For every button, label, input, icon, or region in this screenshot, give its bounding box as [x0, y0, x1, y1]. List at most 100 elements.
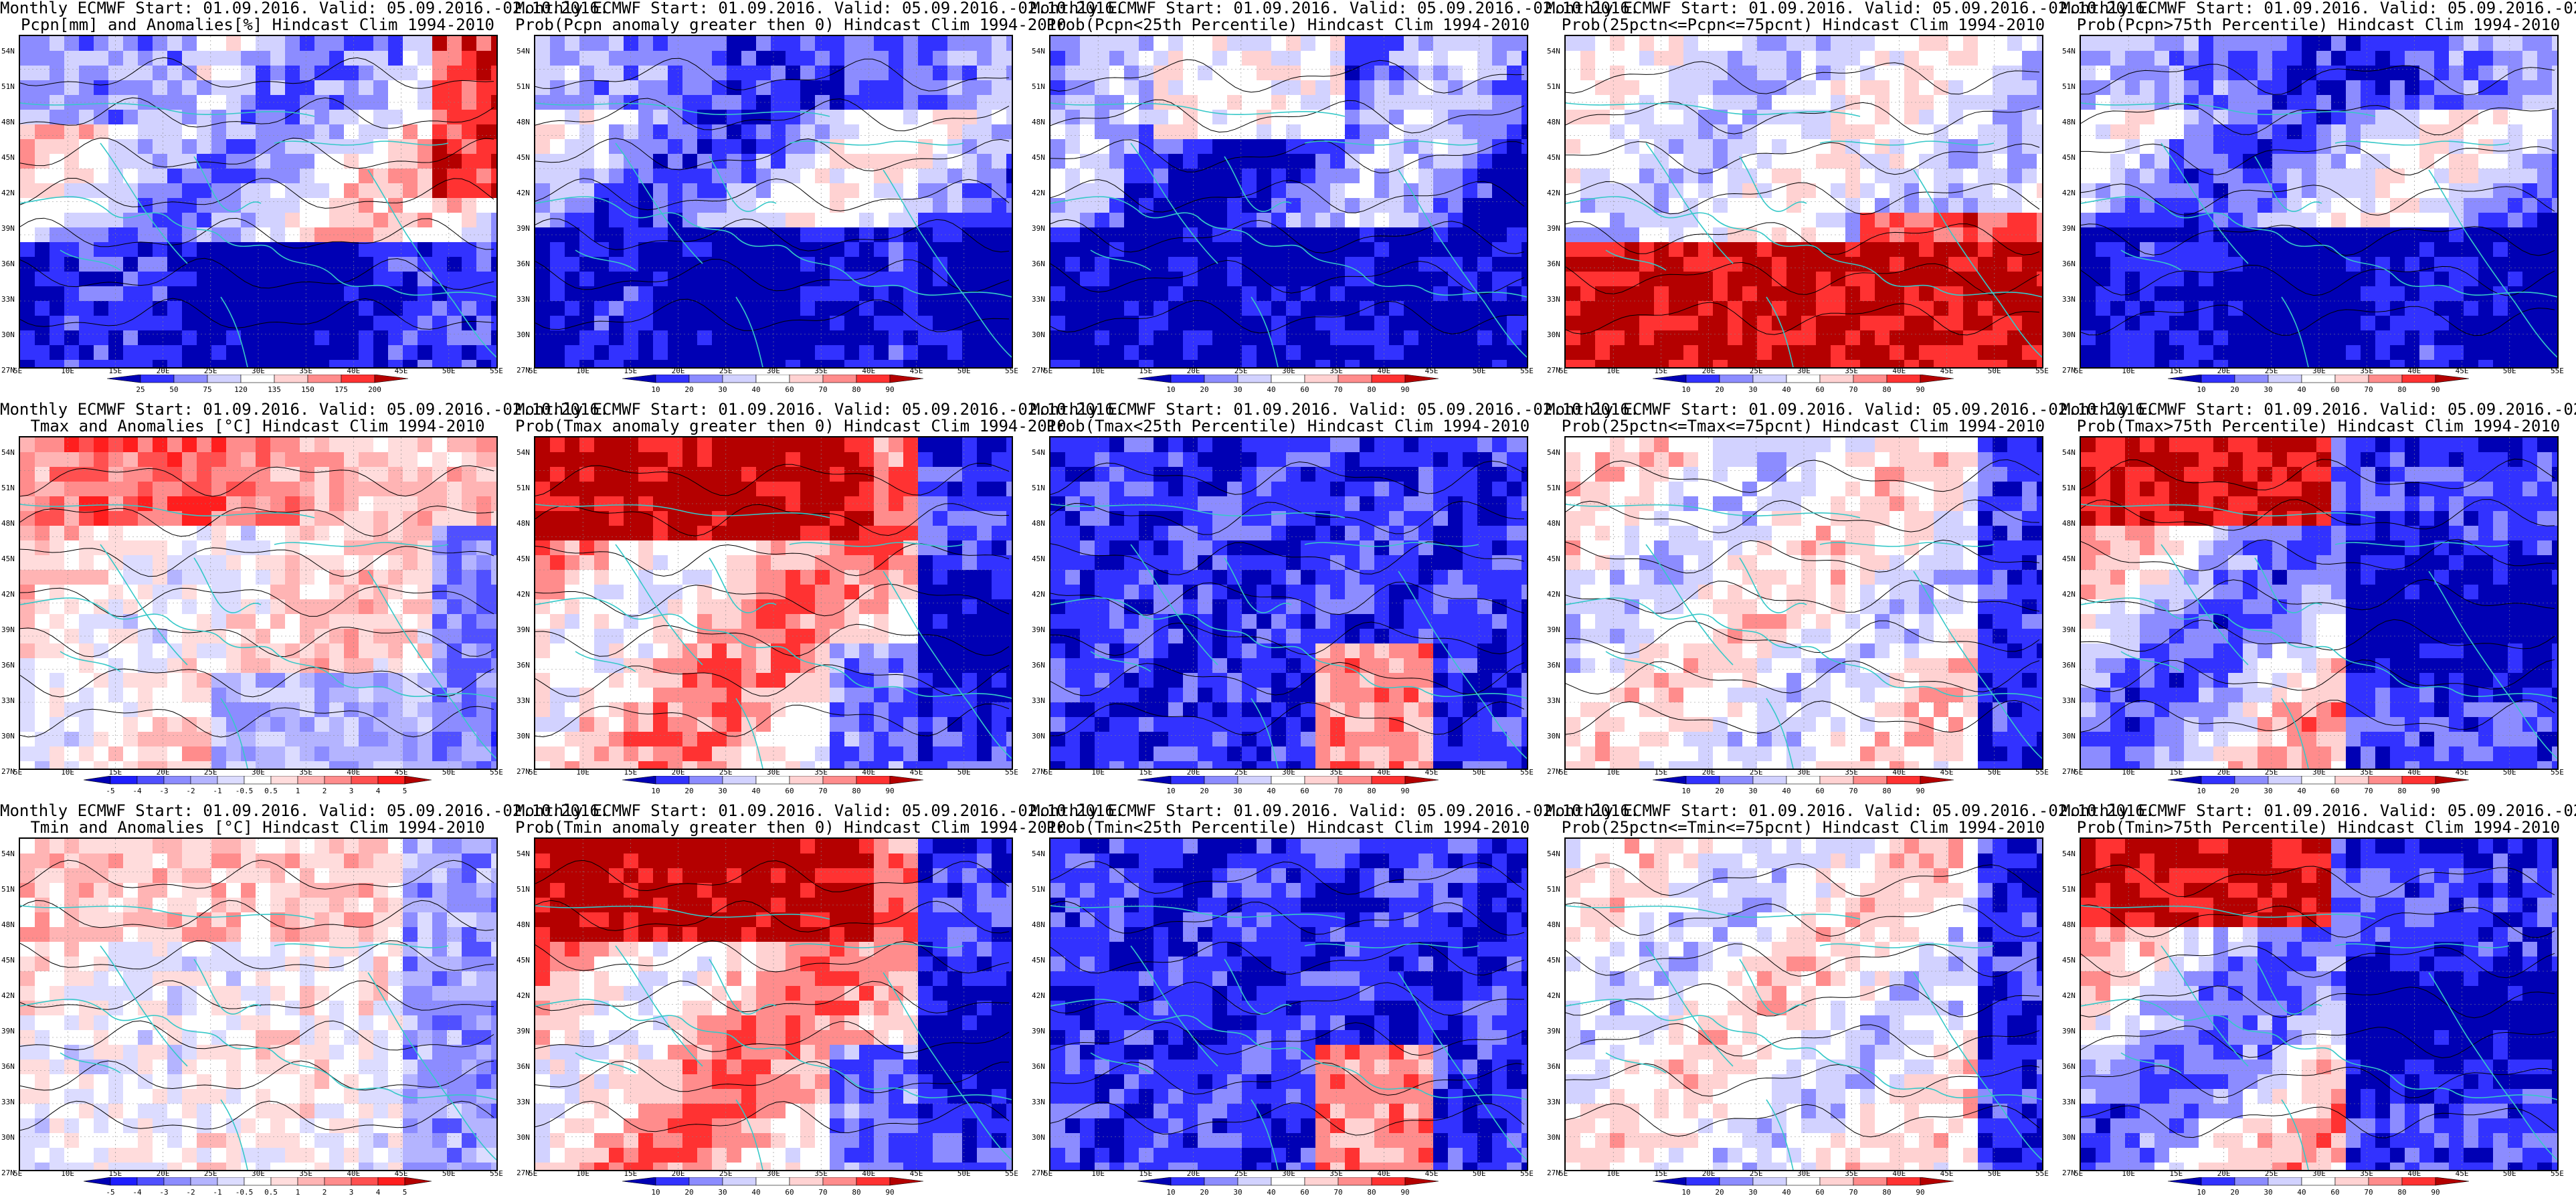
latitude-label: 39N [517, 625, 530, 634]
longitude-label: 10E [576, 1169, 590, 1178]
latitude-label: 27N [1, 1169, 15, 1177]
latitude-label: 51N [1032, 82, 1045, 91]
colorbar: 10 20 30 40 60 70 80 90 [622, 375, 923, 395]
colorbar-swatch [351, 1177, 379, 1186]
longitude-label: 50E [1472, 1169, 1486, 1178]
latitude-label: 36N [2062, 1062, 2076, 1071]
colorbar-tick-label: 70 [1333, 385, 1342, 394]
latitude-label: 36N [1547, 1062, 1560, 1071]
panel-title-line2: Prob(Tmin anomaly greater then 0) Hindca… [515, 818, 1067, 837]
graticule [1566, 437, 2042, 769]
longitude-label: 45E [909, 768, 923, 777]
longitude-label: 15E [1139, 367, 1153, 375]
longitude-label: 10E [1091, 367, 1105, 375]
colorbar-swatch [1304, 375, 1339, 383]
map-panel-prob-tmax-lt25: Monthly ECMWF Start: 01.09.2016. Valid: … [1030, 401, 1639, 803]
colorbar-tick-label: 60 [2330, 1188, 2339, 1197]
longitude-label: 45E [1940, 1169, 1954, 1178]
panel-title: Monthly ECMWF Start: 01.09.2016. Valid: … [0, 0, 609, 33]
latitude-label: 27N [1547, 1169, 1560, 1177]
colorbar-tick-label: 135 [268, 385, 281, 394]
shaded-field [535, 36, 1012, 367]
colorbar-tick-label: 30 [1233, 1188, 1242, 1197]
colorbar-tick-label: 10 [2197, 787, 2205, 795]
longitude-label: 10E [1606, 1169, 1621, 1178]
latitude-label: 45N [1547, 153, 1560, 162]
latitude-label: 54N [1, 849, 15, 858]
colorbar-swatch [1685, 375, 1720, 383]
colorbar-swatch [2301, 375, 2336, 383]
longitude-label: 45E [1424, 1169, 1439, 1178]
latitude-label: 51N [1547, 484, 1560, 492]
map-field-svg [20, 839, 496, 1170]
latitude-label: 33N [1, 696, 15, 705]
panel-title-line1: Monthly ECMWF Start: 01.09.2016. Valid: … [515, 400, 1125, 419]
contour-lines [20, 465, 494, 738]
map-field-svg [535, 839, 1012, 1170]
colorbar-tick-label: 30 [718, 787, 727, 795]
longitude-label: 5E [1044, 1169, 1053, 1178]
longitude-label: 20E [156, 367, 170, 375]
panel-title-line2: Prob(25pctn<=Pcpn<=75pcnt) Hindcast Clim… [1561, 15, 2045, 34]
colorbar-swatch [2368, 375, 2403, 383]
longitude-label: 25E [719, 768, 733, 777]
panel-title-line1: Monthly ECMWF Start: 01.09.2016. Valid: … [0, 801, 610, 820]
longitude-label: 45E [394, 1169, 408, 1178]
latitude-label: 42N [1, 590, 15, 599]
colorbar-tick-label: 30 [718, 1188, 727, 1197]
latitude-label: 39N [1, 625, 15, 634]
longitude-label: 30E [252, 768, 265, 777]
longitude-label: 20E [1186, 367, 1200, 375]
colorbar-swatch [270, 776, 298, 785]
latitude-label: 54N [2062, 448, 2076, 457]
colorbar-tick-label: 70 [1849, 1188, 1857, 1197]
colorbar-tick-label: 175 [335, 385, 348, 394]
longitude-label: 5E [2074, 367, 2084, 375]
panel-title: Monthly ECMWF Start: 01.09.2016. Valid: … [1546, 803, 2154, 836]
longitude-label: 55E [1520, 367, 1534, 375]
longitude-label: 10E [61, 367, 75, 375]
colorbar-tick-label: 90 [1916, 1188, 1924, 1197]
panel-title: Monthly ECMWF Start: 01.09.2016. Valid: … [0, 801, 610, 836]
colorbar-tick-label: 30 [1233, 385, 1242, 394]
contour-lines [20, 860, 494, 1131]
longitude-label: 30E [1797, 1169, 1811, 1178]
latitude-label: 27N [1, 366, 15, 375]
shaded-field [1050, 839, 1527, 1170]
map-area [19, 436, 498, 770]
colorbar-swatch [1653, 776, 1687, 785]
map-field-svg [1566, 839, 2042, 1170]
longitude-label: 40E [2407, 768, 2421, 777]
latitude-label: 42N [2062, 189, 2076, 197]
longitude-label: 5E [529, 1169, 538, 1178]
colorbar-tick-label: 40 [1782, 1188, 1790, 1197]
colorbar-tick-label: -5 [106, 787, 114, 795]
longitude-label: 5E [1559, 367, 1568, 375]
colorbar-swatch [1853, 776, 1888, 785]
panel-title: Monthly ECMWF Start: 01.09.2016. Valid: … [0, 401, 609, 435]
longitude-label: 40E [1377, 367, 1391, 375]
colorbar-tick-label: 60 [1300, 385, 1309, 394]
colorbar: 10 20 30 40 60 70 80 90 [622, 1177, 923, 1197]
graticule [20, 437, 496, 769]
longitude-label: 30E [1282, 367, 1295, 375]
longitude-label: 10E [1091, 768, 1105, 777]
latitude-label: 42N [1547, 590, 1560, 599]
panel-title-line2: Tmax and Anomalies [°C] Hindcast Clim 19… [30, 417, 485, 435]
longitude-label: 15E [1654, 367, 1668, 375]
map-panel-prob-pcpn-lt25: Monthly ECMWF Start: 01.09.2016. Valid: … [1030, 0, 1639, 401]
panel-title-line1: Monthly ECMWF Start: 01.09.2016. Valid: … [515, 0, 1125, 17]
panel-title: Monthly ECMWF Start: 01.09.2016. Valid: … [515, 0, 1125, 33]
colorbar-tick-label: 10 [1166, 1188, 1175, 1197]
colorbar-tick-label: 40 [1782, 787, 1790, 795]
latitude-label: 42N [1547, 991, 1560, 1000]
panel-title-line2: Prob(Tmax>75th Percentile) Hindcast Clim… [2076, 417, 2561, 435]
colorbar-swatch [404, 1177, 432, 1186]
colorbar-tick-label: 60 [1815, 1188, 1824, 1197]
longitude-label: 10E [1606, 367, 1621, 375]
longitude-label: 55E [2551, 1169, 2564, 1178]
longitude-label: 50E [1987, 768, 2001, 777]
latitude-label: 30N [517, 330, 530, 339]
latitude-label: 27N [1547, 767, 1560, 776]
colorbar: 10 20 30 40 60 70 80 90 [1137, 776, 1439, 796]
